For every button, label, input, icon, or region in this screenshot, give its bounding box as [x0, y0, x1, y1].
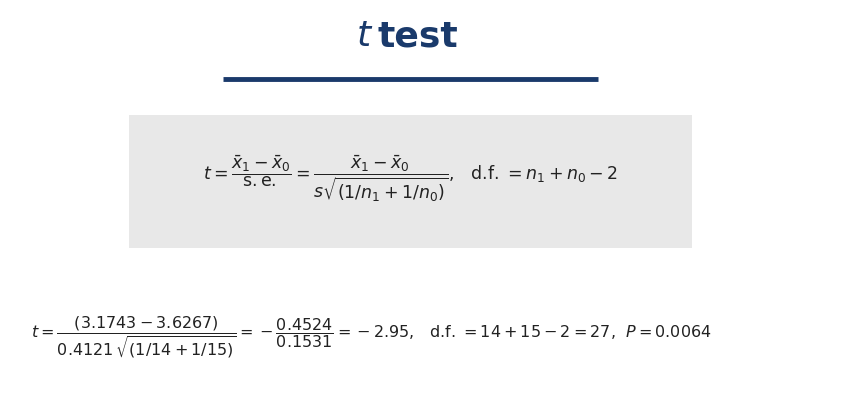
Text: $t = \dfrac{\bar{x}_1 - \bar{x}_0}{\mathrm{s.e.}} = \dfrac{\bar{x}_1 - \bar{x}_0: $t = \dfrac{\bar{x}_1 - \bar{x}_0}{\math… — [203, 154, 618, 204]
Text: $t = \dfrac{(3.1743 - 3.6267)}{0.4121\,\sqrt{(1/14 + 1/15)}} = -\dfrac{0.4524}{0: $t = \dfrac{(3.1743 - 3.6267)}{0.4121\,\… — [31, 314, 712, 360]
Text: $\mathit{t}$: $\mathit{t}$ — [356, 19, 374, 53]
Text: test: test — [378, 19, 459, 53]
FancyBboxPatch shape — [129, 115, 691, 248]
